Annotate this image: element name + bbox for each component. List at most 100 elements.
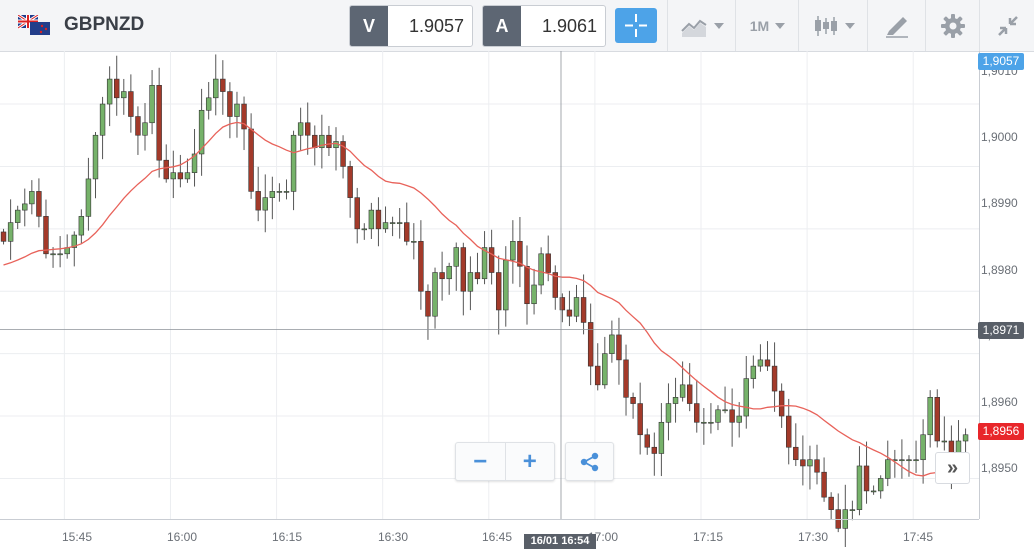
candle-body <box>22 203 28 211</box>
sell-price: 1.9057 <box>408 15 464 36</box>
candle-body <box>863 465 870 492</box>
candlestick-series <box>0 54 969 547</box>
timeframe-button[interactable]: 1M <box>735 0 799 51</box>
candle-body <box>694 403 700 423</box>
price-chart[interactable] <box>0 51 1034 547</box>
ask-price-tag: 1,9057 <box>978 53 1024 70</box>
candle-body <box>213 78 219 99</box>
candle-style-button[interactable] <box>798 0 868 51</box>
crosshair-button[interactable] <box>615 8 657 43</box>
collapse-icon <box>997 15 1018 36</box>
candle-body <box>814 459 820 473</box>
candle-body <box>941 440 948 443</box>
buy-price: 1.9061 <box>541 15 597 36</box>
candle-body <box>220 78 226 92</box>
candle-body <box>531 284 537 305</box>
chart-type-icon <box>681 19 707 37</box>
candle-body <box>460 247 467 292</box>
candle-body <box>503 259 509 311</box>
candle-body <box>312 134 318 149</box>
candle-body <box>658 421 665 454</box>
candle-body <box>757 359 764 367</box>
candle-body <box>616 334 622 361</box>
candlestick-icon <box>814 15 837 36</box>
sell-price-button[interactable]: V 1.9057 <box>349 5 473 47</box>
candle-body <box>559 297 566 311</box>
candle-body <box>538 253 544 286</box>
drawing-tools-button[interactable] <box>867 0 926 51</box>
candle-body <box>885 459 891 479</box>
settings-button[interactable] <box>925 0 980 51</box>
candle-body <box>764 359 771 367</box>
candle-body <box>340 141 346 167</box>
candle-body <box>354 197 360 230</box>
candle-body <box>85 178 92 217</box>
candle-body <box>446 265 452 280</box>
zoom-out-button[interactable]: − <box>473 447 488 475</box>
share-button[interactable] <box>565 442 614 481</box>
candle-body <box>184 172 191 180</box>
x-tick-label: 16:30 <box>377 530 409 544</box>
candle-body <box>92 134 99 180</box>
candle-body <box>135 116 141 136</box>
candle-body <box>729 409 735 423</box>
candle-body <box>234 103 240 117</box>
candle-body <box>821 471 827 498</box>
candle-body <box>495 272 502 311</box>
candle-body <box>609 334 615 354</box>
moving-average-line <box>3 121 966 477</box>
candle-body <box>474 272 481 280</box>
candle-body <box>149 85 155 124</box>
y-tick-label: 1,8960 <box>981 395 1018 409</box>
candle-body <box>587 322 594 367</box>
candle-body <box>807 459 813 467</box>
crosshair-icon <box>625 14 647 37</box>
candle-body <box>453 247 459 267</box>
candle-body <box>276 191 283 193</box>
candle-body <box>750 365 757 379</box>
scroll-to-latest-button[interactable]: » <box>935 452 970 484</box>
candle-body <box>71 234 77 248</box>
candle-body <box>793 446 799 461</box>
collapse-button[interactable] <box>979 0 1034 51</box>
candle-body <box>481 247 488 280</box>
candle-body <box>382 222 389 230</box>
buy-price-button[interactable]: A 1.9061 <box>482 5 606 47</box>
candle-body <box>899 459 905 462</box>
candle-body <box>227 91 233 117</box>
candle-body <box>404 222 410 242</box>
zoom-divider <box>504 443 506 480</box>
candle-body <box>375 209 382 230</box>
candle-body <box>106 78 113 105</box>
candle-body <box>828 496 834 510</box>
chevron-down-icon <box>775 22 786 29</box>
candle-body <box>920 434 926 461</box>
chevron-down-icon <box>714 22 724 29</box>
candle-body <box>849 509 856 511</box>
candle-body <box>0 231 7 242</box>
candle-body <box>347 166 353 198</box>
candle-body <box>800 459 806 467</box>
buy-label: A <box>483 6 521 46</box>
candle-body <box>665 403 672 423</box>
candle-body <box>418 241 424 292</box>
candle-body <box>439 272 445 280</box>
gbp-nzd-flag-icon <box>18 15 50 35</box>
candle-body <box>771 365 778 392</box>
zoom-in-button[interactable]: + <box>522 447 537 475</box>
candle-body <box>121 91 127 99</box>
share-icon <box>580 452 598 471</box>
candle-body <box>205 97 212 111</box>
chart-type-button[interactable] <box>667 0 736 51</box>
sell-label: V <box>350 6 388 46</box>
candle-body <box>934 397 940 442</box>
crosshair-time-tag: 16/01 16:54 <box>524 534 596 549</box>
candle-body <box>290 134 297 192</box>
chart-toolbar: GBPNZD V 1.9057 A 1.9061 1M <box>0 0 1034 52</box>
candle-body <box>962 434 969 442</box>
candle-body <box>906 459 912 462</box>
candle-body <box>241 103 247 130</box>
candle-body <box>630 397 636 404</box>
candle-body <box>510 241 516 261</box>
instrument-selector[interactable]: GBPNZD <box>18 12 144 38</box>
